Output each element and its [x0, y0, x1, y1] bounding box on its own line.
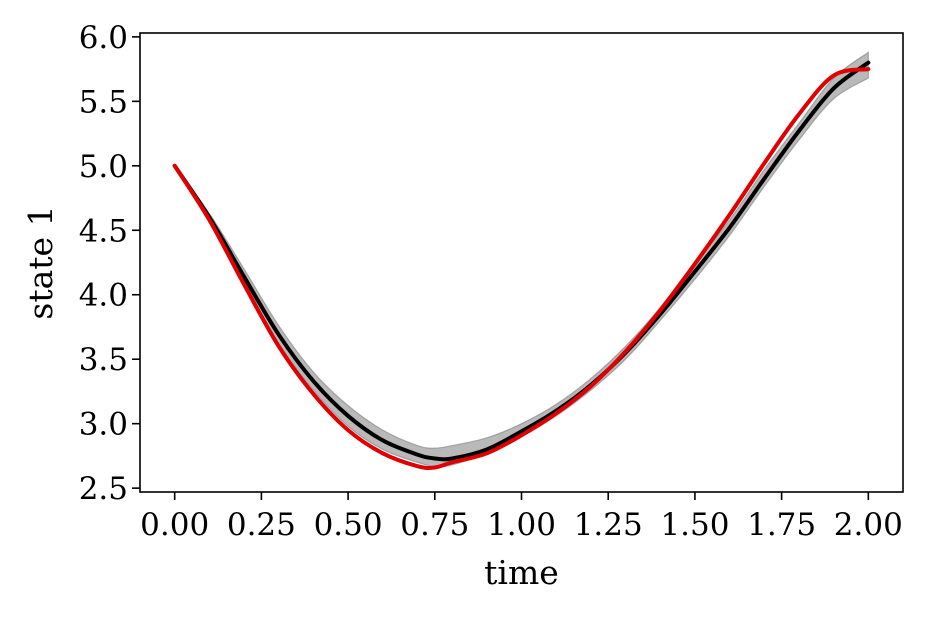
- x-tick-label: 1.50: [660, 507, 729, 543]
- y-tick-label: 3.0: [79, 407, 128, 443]
- y-tick-label: 4.5: [79, 213, 128, 249]
- y-tick-label: 3.5: [79, 342, 128, 378]
- x-tick-label: 1.25: [574, 507, 643, 543]
- y-tick-label: 6.0: [79, 20, 128, 56]
- x-tick-label: 0.25: [227, 507, 296, 543]
- y-tick-label: 5.0: [79, 149, 128, 185]
- y-axis: 2.5 3.0 3.5 4.0 4.5 5.0 5.5 6.0: [79, 20, 140, 507]
- x-axis: 0.00 0.25 0.50 0.75 1.00 1.25 1.50 1.75 2.00: [140, 492, 903, 543]
- reference-line: [172, 67, 871, 471]
- x-tick-label: 0.50: [314, 507, 383, 543]
- x-tick-label: 1.75: [747, 507, 816, 543]
- x-tick-label: 0.75: [400, 507, 469, 543]
- x-axis-label: time: [484, 553, 559, 592]
- x-tick-label: 0.00: [140, 507, 209, 543]
- mean-line: [172, 60, 871, 462]
- x-tick-label: 1.00: [487, 507, 556, 543]
- y-tick-label: 5.5: [79, 84, 128, 120]
- x-tick-label: 2.00: [834, 507, 903, 543]
- y-tick-label: 2.5: [79, 471, 128, 507]
- y-tick-label: 4.0: [79, 278, 128, 314]
- uncertainty-band: [174, 51, 869, 468]
- plot-area: [172, 51, 871, 471]
- y-axis-label: state 1: [21, 205, 60, 319]
